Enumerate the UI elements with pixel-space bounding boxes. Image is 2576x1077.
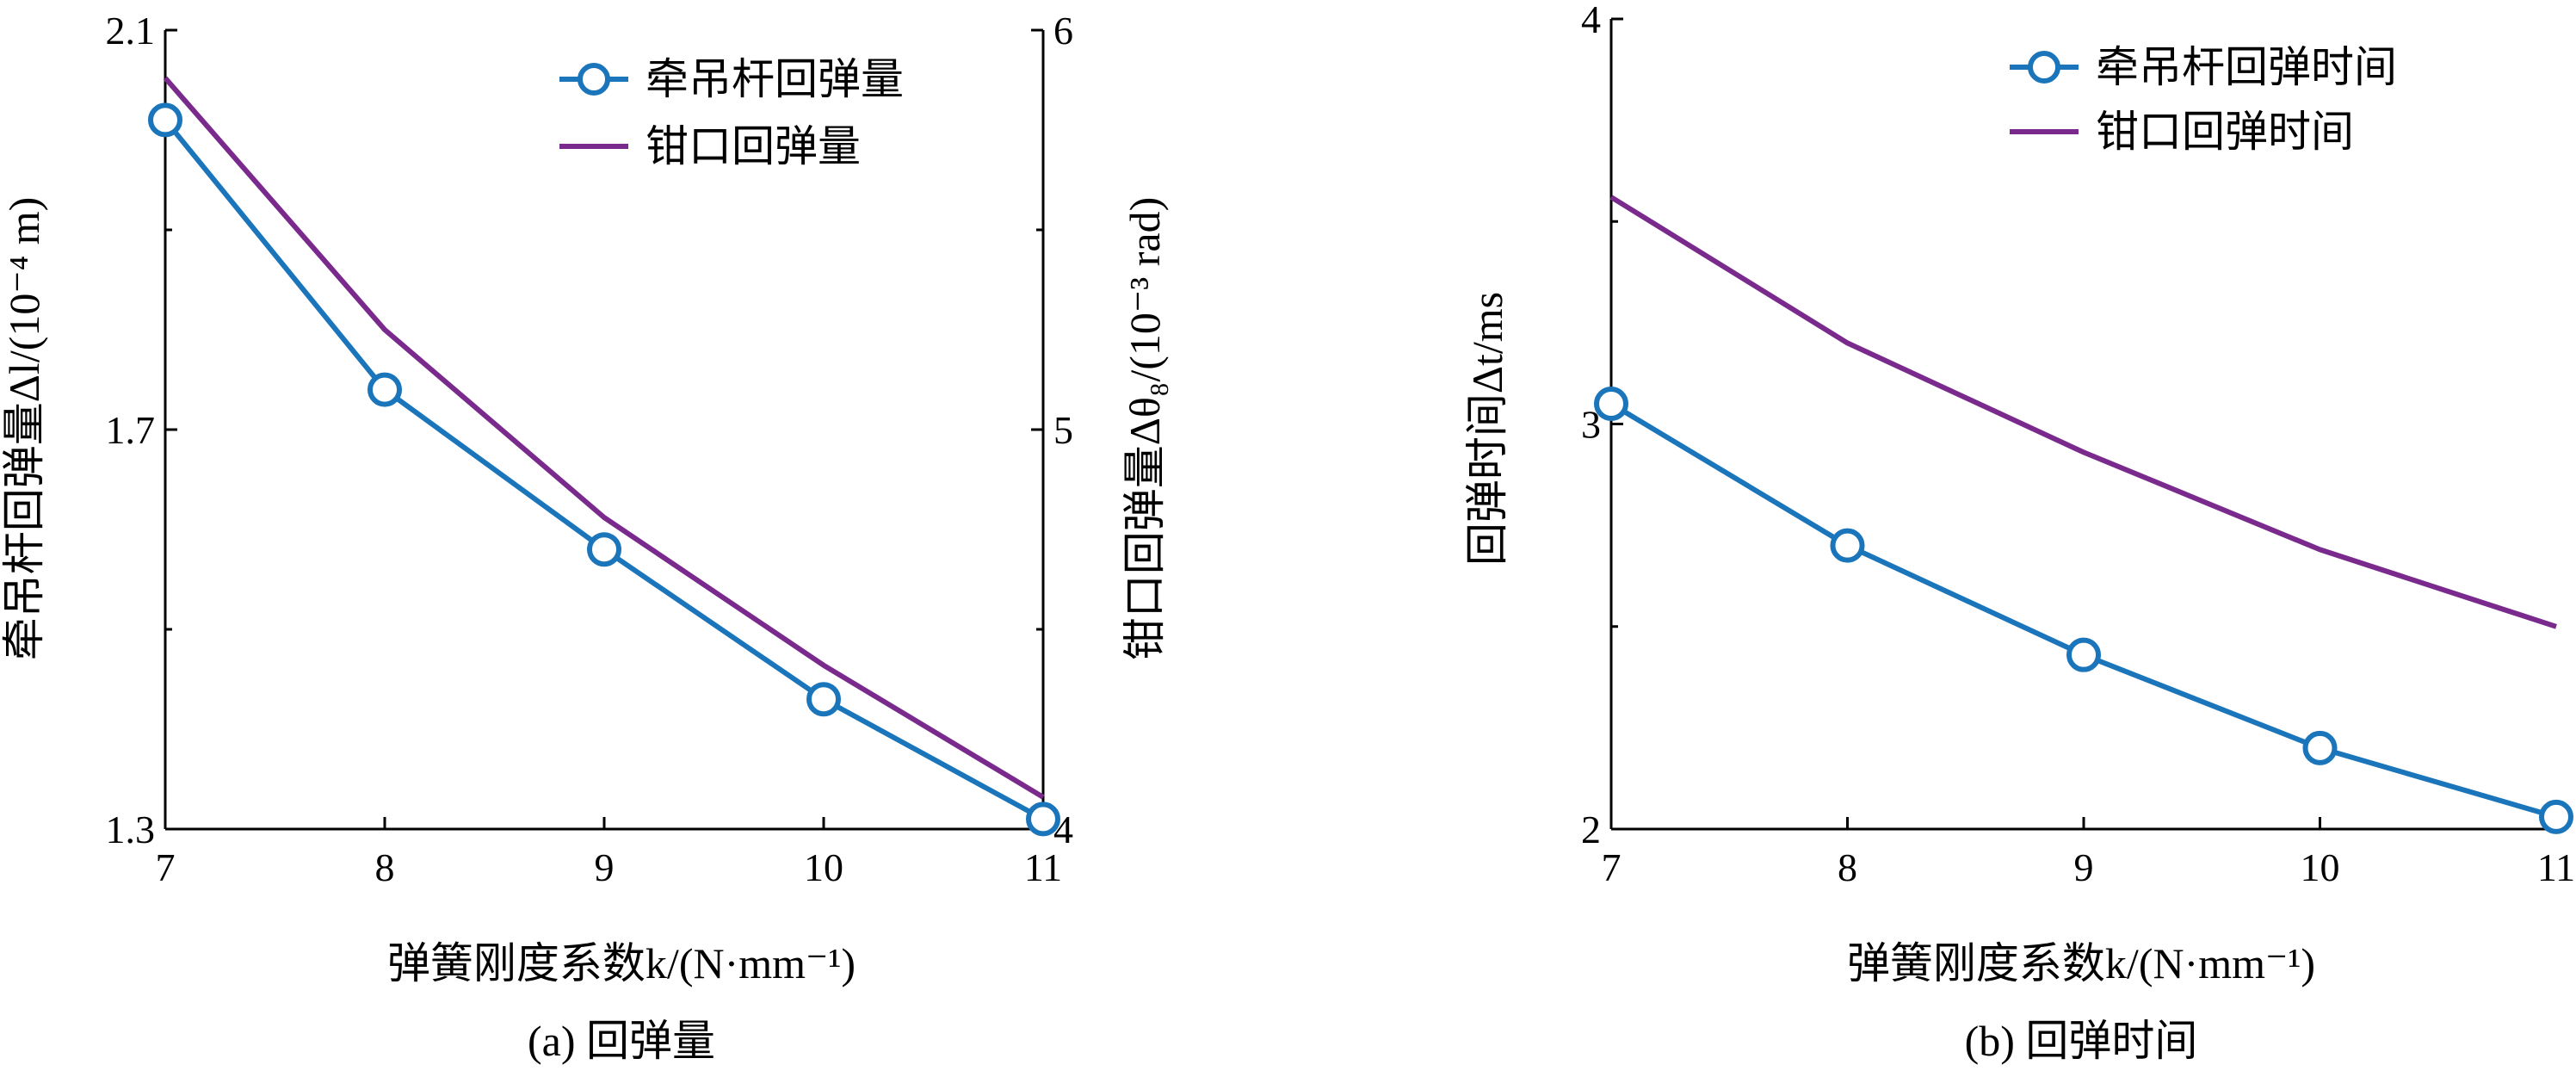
panel-caption: (a) 回弹量 [528,1017,715,1065]
data-point-marker [1594,386,1628,421]
data-point-marker [587,532,621,567]
x-tick-label: 8 [1838,845,1857,889]
y-axis-label-left: 回弹时间Δt/ms [1463,292,1511,566]
data-point-marker [2539,799,2573,834]
y-tick-label-left: 2.1 [106,9,156,53]
data-point-marker [2302,730,2338,765]
legend-swatch-marker [578,63,610,96]
data-point-marker [1830,528,1865,563]
y-tick-label-left: 2 [1581,808,1601,851]
panel-caption: (b) 回弹时间 [1965,1017,2198,1065]
legend-label: 钳口回弹量 [646,121,861,171]
x-tick-label: 10 [2301,845,2340,889]
data-point-marker [148,102,182,138]
series-line [163,118,1045,822]
data-point-marker [806,682,841,717]
data-point-marker [2066,637,2101,672]
x-tick-label: 9 [595,845,615,889]
series-line [163,76,1045,800]
data-point-marker [1026,802,1060,837]
legend-swatch-marker [2028,51,2060,84]
x-tick-label: 11 [1024,845,1062,889]
legend-label: 牵吊杆回弹量 [646,54,904,104]
x-tick-label: 11 [2537,845,2575,889]
y-tick-label-right: 6 [1053,9,1073,53]
x-tick-label: 7 [156,845,176,889]
x-tick-label: 8 [375,845,395,889]
legend-label: 牵吊杆回弹时间 [2096,42,2397,92]
data-point-marker [368,372,402,407]
y-tick-label-left: 1.7 [106,408,156,452]
y-axis-label-right: 钳口回弹量Δθ₈/(10⁻³ rad) [1121,197,1169,660]
y-tick-label-left: 4 [1581,0,1601,41]
legend-label: 钳口回弹时间 [2096,107,2354,157]
series-line [1609,195,2557,629]
x-tick-label: 10 [804,845,843,889]
y-tick-label-left: 1.3 [106,808,156,851]
y-axis-label-left: 牵吊杆回弹量Δl/(10⁻⁴ m) [0,197,48,660]
x-tick-label: 7 [1602,845,1622,889]
x-tick-label: 9 [2074,845,2094,889]
series-line [1609,401,2557,820]
x-axis-label: 弹簧刚度系数k/(N·mm⁻¹) [387,939,856,987]
x-axis-label: 弹簧刚度系数k/(N·mm⁻¹) [1847,939,2315,987]
y-tick-label-left: 3 [1581,403,1601,447]
y-tick-label-right: 5 [1053,408,1073,452]
